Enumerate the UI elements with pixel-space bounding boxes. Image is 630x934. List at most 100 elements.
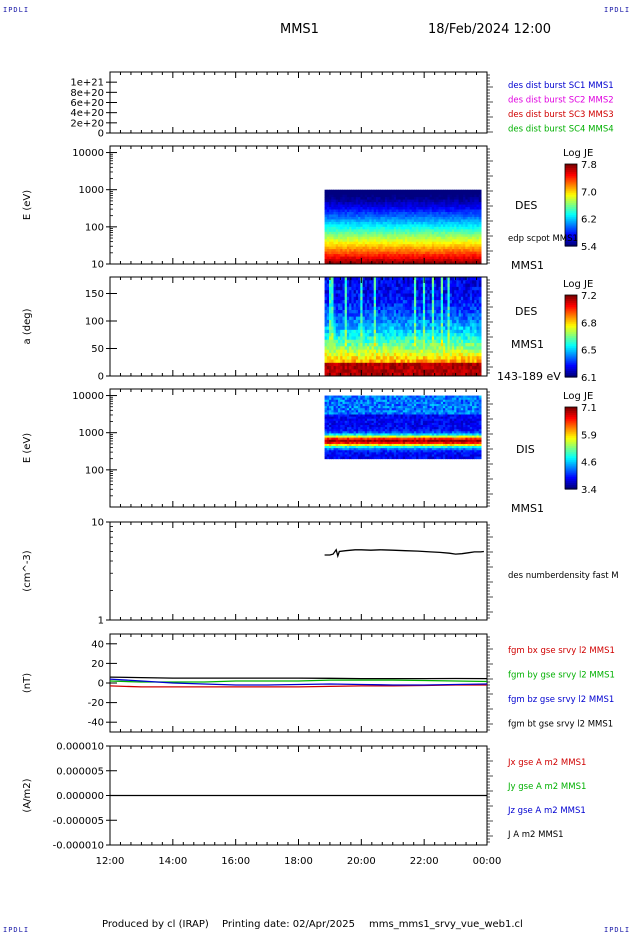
spectrogram-cell — [449, 310, 453, 314]
spectrogram-cell — [474, 254, 478, 258]
spectrogram-cell — [438, 280, 442, 285]
spectrogram-cell — [337, 239, 341, 243]
spectrogram-cell — [427, 246, 431, 250]
spectrogram-cell — [416, 241, 419, 245]
spectrogram-cell — [476, 207, 480, 211]
spectrogram-cell — [458, 313, 462, 318]
spectrogram-cell — [416, 300, 419, 304]
colorbar-cell — [565, 198, 577, 202]
spectrogram-cell — [474, 214, 478, 218]
spectrogram-cell — [411, 369, 415, 374]
spectrogram-cell — [454, 336, 457, 341]
spectrogram-cell — [367, 254, 370, 258]
spectrogram-cell — [413, 211, 417, 215]
spectrogram-cell — [349, 326, 352, 331]
colorbar-cell — [565, 348, 577, 351]
spectrogram-cell — [400, 211, 404, 215]
spectrogram-cell — [429, 189, 433, 193]
spectrogram-cell — [373, 254, 377, 258]
spectrogram-cell — [335, 202, 339, 206]
spectrogram-cell — [371, 352, 375, 357]
spectrogram-cell — [337, 424, 341, 428]
spectrogram-cell — [349, 194, 352, 198]
spectrogram-cell — [371, 209, 375, 213]
spectrogram-cell — [440, 310, 444, 314]
spectrogram-cell — [476, 316, 480, 321]
spectrogram-cell — [358, 254, 361, 258]
spectrogram-cell — [416, 226, 419, 230]
spectrogram-cell — [378, 326, 381, 331]
spectrogram-cell — [476, 323, 480, 327]
spectrogram-cell — [373, 336, 377, 341]
spectrogram-cell — [416, 244, 419, 248]
spectrogram-cell — [396, 261, 399, 265]
spectrogram-cell — [380, 296, 384, 301]
spectrogram-cell — [382, 352, 386, 357]
spectrogram-cell — [445, 336, 448, 341]
spectrogram-cell — [340, 433, 343, 437]
spectrogram-cell — [387, 366, 390, 370]
spectrogram-cell — [380, 303, 384, 308]
spectrogram-cell — [445, 346, 448, 351]
spectrogram-cell — [342, 450, 346, 453]
colorbar-cell — [565, 372, 577, 376]
spectrogram-cell — [355, 286, 359, 291]
spectrogram-cell — [373, 231, 377, 235]
spectrogram-cell — [407, 231, 410, 235]
spectrogram-cell — [436, 259, 440, 263]
colorbar-cell — [565, 217, 577, 220]
spectrogram-cell — [393, 211, 397, 215]
spectrogram-cell — [329, 346, 332, 351]
spectrogram-cell — [425, 300, 428, 304]
spectrogram-cell — [469, 189, 473, 193]
spectrogram-cell — [335, 339, 339, 344]
spectrogram-cell — [451, 356, 455, 360]
spectrogram-cell — [463, 204, 466, 208]
spectrogram-cell — [445, 229, 448, 233]
spectrogram-cell — [326, 424, 330, 428]
spectrogram-cell — [367, 372, 370, 377]
spectrogram-cell — [335, 441, 339, 445]
spectrogram-cell — [335, 261, 339, 265]
spectrogram-cell — [400, 229, 404, 233]
spectrogram-cell — [460, 229, 464, 233]
spectrogram-cell — [436, 277, 440, 281]
spectrogram-cell — [458, 261, 462, 265]
spectrogram-cell — [393, 346, 397, 351]
spectrogram-cell — [331, 333, 335, 337]
spectrogram-cell — [474, 323, 478, 327]
spectrogram-cell — [351, 199, 355, 203]
spectrogram-cell — [333, 427, 337, 430]
spectrogram-cell — [340, 359, 343, 364]
spectrogram-cell — [344, 239, 348, 243]
spectrogram-cell — [384, 219, 388, 223]
spectrogram-cell — [416, 336, 419, 341]
spectrogram-cell — [422, 356, 426, 360]
spectrogram-cell — [335, 189, 339, 193]
spectrogram-cell — [331, 219, 335, 223]
spectrogram-cell — [364, 229, 368, 233]
spectrogram-cell — [474, 303, 478, 308]
spectrogram-cell — [429, 323, 433, 327]
spectrogram-cell — [402, 369, 406, 374]
spectrogram-cell — [440, 359, 444, 364]
spectrogram-cell — [429, 283, 433, 288]
spectrogram-cell — [364, 226, 368, 230]
spectrogram-cell — [382, 219, 386, 223]
spectrogram-cell — [326, 300, 330, 304]
spectrogram-cell — [460, 197, 464, 201]
spectrogram-cell — [434, 204, 437, 208]
spectrogram-cell — [434, 336, 437, 341]
des-pitch-angle-colorbar-tick: 6.5 — [581, 346, 597, 357]
spectrogram-cell — [337, 192, 341, 196]
spectrogram-cell — [391, 209, 395, 213]
spectrogram-cell — [364, 286, 368, 291]
spectrogram-cell — [411, 280, 415, 285]
spectrogram-cell — [467, 280, 471, 285]
spectrogram-cell — [425, 216, 428, 220]
spectrogram-cell — [384, 189, 388, 193]
spectrogram-cell — [355, 244, 359, 248]
spectrogram-cell — [413, 366, 417, 370]
spectrogram-cell — [331, 310, 335, 314]
spectrogram-cell — [324, 202, 328, 206]
